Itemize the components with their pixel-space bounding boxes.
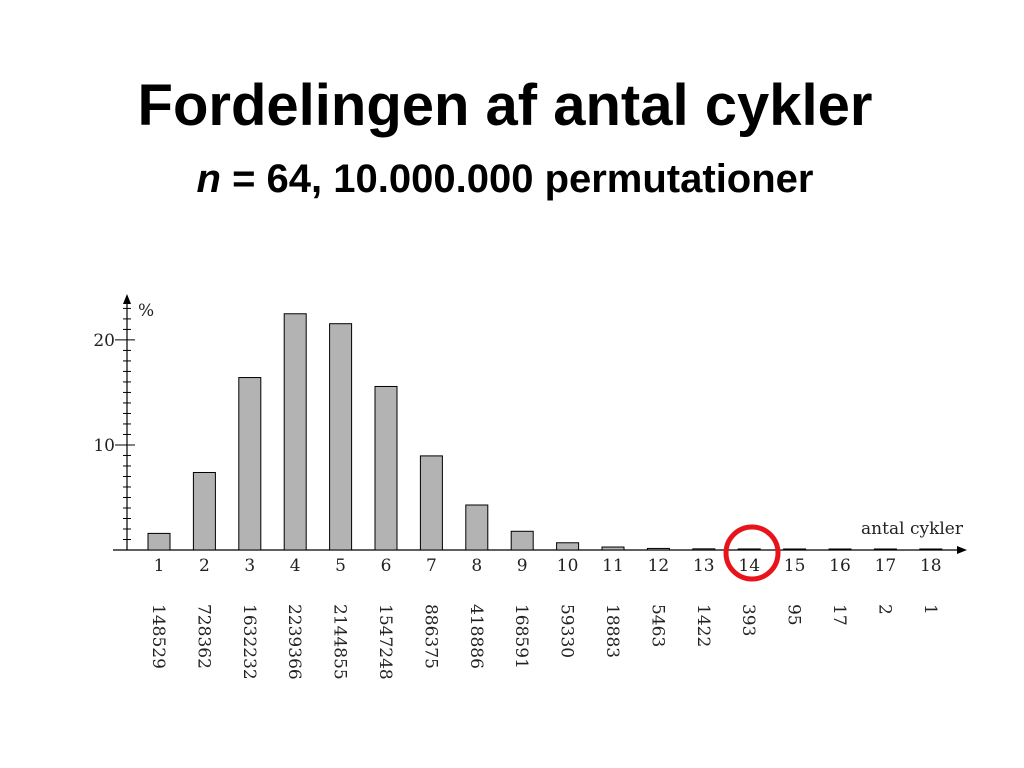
x-tick-label: 6 — [381, 556, 392, 576]
subtitle-text: = 64, 10.000.000 permutationer — [232, 157, 813, 201]
bar — [873, 548, 897, 551]
count-label: 1 — [920, 604, 940, 615]
x-tick-label: 4 — [290, 556, 301, 576]
y-tick-label: 10 — [93, 436, 115, 456]
chart-subtitle: n = 64, 10.000.000 permutationer — [197, 157, 814, 201]
x-tick-label: 9 — [517, 556, 528, 576]
y-arrow — [123, 294, 131, 304]
bar — [601, 546, 625, 551]
count-label: 168591 — [511, 604, 531, 669]
count-label: 2 — [874, 604, 894, 615]
bar — [329, 323, 353, 551]
count-label: 2239366 — [284, 604, 304, 680]
count-label: 418886 — [466, 604, 486, 669]
bar — [783, 548, 807, 551]
bar — [419, 455, 443, 551]
count-label: 728362 — [193, 604, 213, 669]
count-label: 59330 — [557, 604, 577, 658]
count-label: 18883 — [602, 604, 622, 658]
x-tick-label: 13 — [693, 556, 715, 576]
bar — [919, 548, 943, 551]
x-tick-label: 8 — [471, 556, 482, 576]
bar — [646, 547, 670, 551]
y-tick-label: 20 — [93, 331, 115, 351]
count-label: 393 — [738, 604, 758, 636]
x-tick-label: 17 — [875, 556, 897, 576]
x-tick-label: 5 — [335, 556, 346, 576]
bar — [192, 471, 216, 551]
x-arrow — [957, 546, 967, 554]
bar — [737, 548, 761, 551]
count-label: 95 — [784, 604, 804, 626]
bar — [238, 377, 262, 551]
count-label: 17 — [829, 604, 849, 626]
y-axis-label: % — [138, 301, 154, 321]
x-tick-label: 7 — [426, 556, 437, 576]
x-tick-label: 16 — [829, 556, 851, 576]
x-tick-label: 3 — [244, 556, 255, 576]
bar — [283, 313, 307, 551]
x-tick-label: 1 — [154, 556, 165, 576]
count-label: 5463 — [647, 604, 667, 647]
bar — [556, 542, 580, 551]
bar — [510, 530, 534, 551]
x-tick-label: 12 — [648, 556, 670, 576]
bar — [692, 548, 716, 551]
count-label: 1547248 — [375, 604, 395, 680]
count-label: 148529 — [148, 604, 168, 669]
bar — [828, 548, 852, 551]
count-label: 1422 — [693, 604, 713, 647]
bar — [465, 504, 489, 551]
x-tick-label: 18 — [920, 556, 942, 576]
bar — [147, 532, 171, 551]
x-tick-label: 2 — [199, 556, 210, 576]
chart-title: Fordelingen af antal cykler — [138, 73, 873, 138]
count-label: 2144855 — [330, 604, 350, 680]
x-tick-label: 15 — [784, 556, 806, 576]
x-tick-label: 14 — [738, 556, 760, 576]
count-label: 1632232 — [239, 604, 259, 680]
x-axis-label: antal cykler — [861, 519, 964, 539]
highlight-circle — [723, 524, 781, 582]
bar — [374, 385, 398, 551]
x-tick-label: 11 — [602, 556, 624, 576]
count-label: 886375 — [420, 604, 440, 669]
subtitle-var: n — [197, 157, 221, 201]
x-tick-label: 10 — [557, 556, 579, 576]
